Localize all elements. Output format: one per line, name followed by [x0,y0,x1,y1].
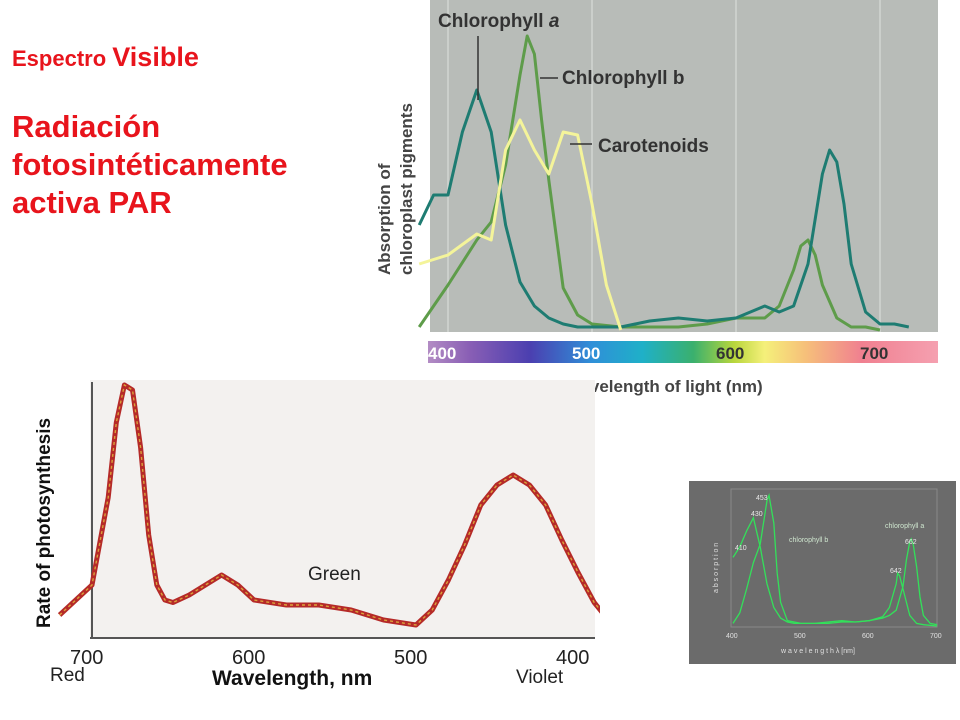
tick-labels: 400 500 600 700 [726,633,942,640]
y-axis-label-line2: chloroplast pigments [397,103,416,275]
series-lines [57,382,600,628]
tick-label-400: 400 [726,633,738,640]
series-lines [417,34,910,332]
tick-label-400: 400 [428,344,456,363]
peak-label-453: 453 [756,495,768,502]
photosynthesis-rate-chart: Green 700 600 500 400 Red Violet Wavelength… [34,380,600,690]
absorption-inset-chart: 400 500 600 700 410 430 453 642 662 chlorophyll… [689,481,956,664]
title-line-2: fotosintéticamente [12,147,288,182]
title-line-3: activa PAR [12,185,172,220]
plot-frame [730,488,938,628]
series-line-carotenoids [418,118,623,331]
tick-labels: 400 500 600 700 [428,344,888,363]
tick-label-600: 600 [232,647,265,669]
peak-label-410: 410 [735,545,747,552]
peak-label-662: 662 [905,539,917,546]
y-axis-label: a b s o r p t i o n [713,543,720,593]
title-line-1: Radiación [12,109,161,144]
label-chlorophyll-b: chlorophyll b [789,537,828,544]
pigment-absorption-chart: 400 500 600 700 Wavelength of light (nm) Ab… [375,0,938,396]
plot-background [430,0,938,332]
tick-label-700: 700 [860,344,888,363]
heading-subtitle: Espectro Visible [12,42,199,73]
label-chlorophyll-a-text: Chlorophyll [438,11,549,32]
x-axis-label: w a v e l e n g t h λ [nm] [780,648,855,655]
y-axis-label: Rate of photosynthesis [34,418,55,628]
label-chlorophyll-a: Chlorophyll a [438,11,560,32]
tick-label-600: 600 [716,344,744,363]
series-line-rate [57,382,600,628]
series-line-chlorophyll-a [417,88,910,329]
tick-label-600: 600 [862,633,874,640]
series-lines [732,492,938,627]
spectrum-bar [428,341,938,363]
y-axis-label-line1: Absorption of [375,163,394,275]
tick-label-700: 700 [930,633,942,640]
tick-label-500: 500 [794,633,806,640]
end-label-violet: Violet [516,667,564,688]
peak-label-642: 642 [890,568,902,575]
end-label-red: Red [50,665,85,686]
tick-label-500: 500 [572,344,600,363]
tick-label-500: 500 [394,647,427,669]
x-axis-label: Wavelength, nm [212,667,372,690]
peak-labels: 410 430 453 642 662 [735,495,917,575]
label-carotenoids: Carotenoids [598,136,709,157]
series-line-chlorophyll-b [417,34,881,332]
tick-labels: 700 600 500 400 [70,647,589,669]
tick-label-400: 400 [556,647,589,669]
label-chlorophyll-a-letter: a [549,11,560,32]
annotation-green: Green [308,564,361,585]
plot-background [90,380,595,638]
label-chlorophyll-b: Chlorophyll b [562,68,684,89]
peak-label-430: 430 [751,511,763,518]
heading-emphasis: Visible [112,42,199,72]
tick-label-700: 700 [70,647,103,669]
page-title: Radiación fotosintéticamente activa PAR [12,108,352,222]
label-chlorophyll-a: chlorophyll a [885,523,924,530]
series-labels: Chlorophyll a Chlorophyll b Carotenoids [438,11,709,157]
heading-prefix: Espectro [12,46,107,71]
x-axis-label: Wavelength of light (nm) [565,377,763,396]
series-line-chlorophyll-b [732,492,938,627]
gridlines [447,0,881,332]
inset-background [689,481,956,664]
